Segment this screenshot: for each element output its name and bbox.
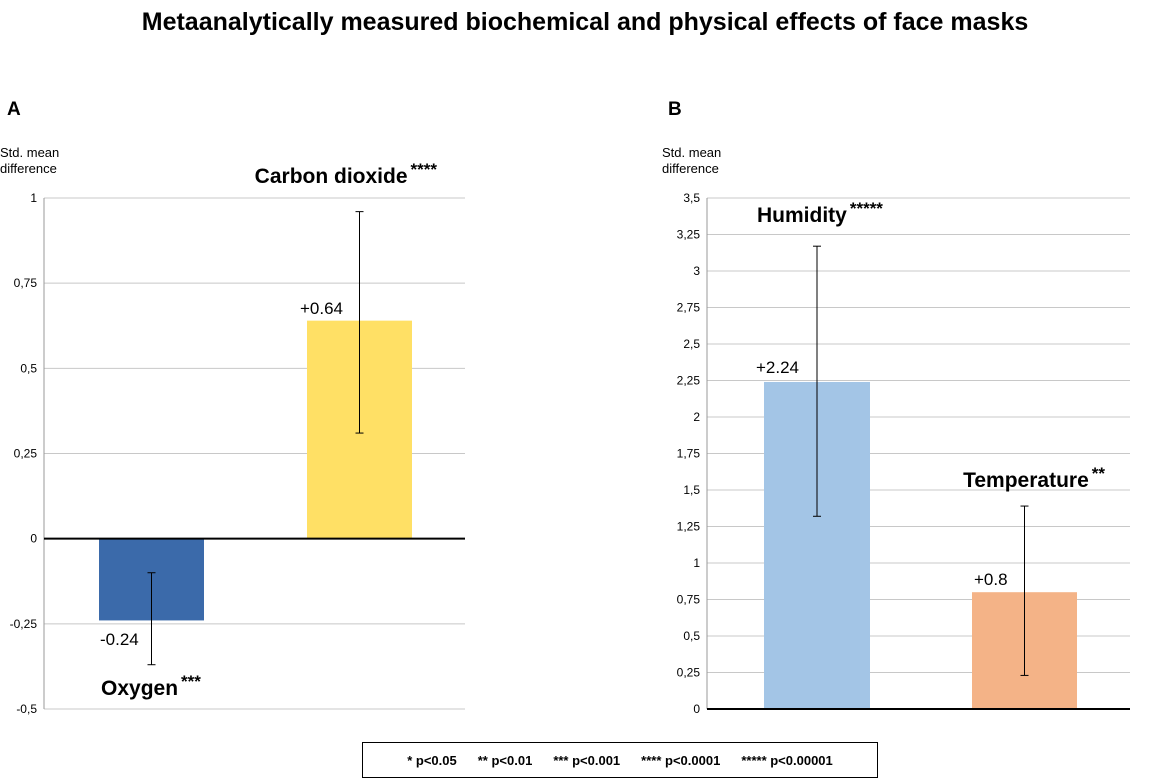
y-tick-label: 2,25 <box>677 374 701 388</box>
y-tick-label: 1 <box>30 191 37 205</box>
data-label: +0.64 <box>300 299 343 318</box>
y-tick-label: 0,75 <box>677 593 701 607</box>
category-name: Oxygen <box>101 677 178 700</box>
y-tick-label: 0,25 <box>677 666 701 680</box>
legend-item-4: **** p<0.0001 <box>641 752 721 768</box>
y-tick-label: 1,75 <box>677 447 701 461</box>
data-label: +2.24 <box>756 358 799 377</box>
y-tick-label: 2,75 <box>677 301 701 315</box>
legend-item-1: * p<0.05 <box>407 752 457 768</box>
y-tick-label: 2,5 <box>683 337 700 351</box>
category-name: Humidity <box>757 204 847 227</box>
y-tick-label: 0 <box>30 532 37 546</box>
category-label-carbon-dioxide: Carbon dioxide **** <box>255 160 438 188</box>
y-tick-label: 3,5 <box>683 191 700 205</box>
significance-stars: **** <box>411 160 438 179</box>
y-tick-label: 0,25 <box>14 447 38 461</box>
legend-item-3: *** p<0.001 <box>553 752 621 768</box>
y-axis-title-line: difference <box>662 161 719 176</box>
y-tick-label: 2 <box>693 410 700 424</box>
y-axis-title-line: Std. mean <box>0 145 59 160</box>
y-tick-label: -0,25 <box>10 617 38 631</box>
y-tick-label: 0,75 <box>14 276 38 290</box>
y-tick-label: 0,5 <box>683 629 700 643</box>
y-tick-label: 3,25 <box>677 228 701 242</box>
legend-item-5: ***** p<0.00001 <box>741 752 833 768</box>
significance-stars: ***** <box>850 199 883 218</box>
y-tick-label: 1,25 <box>677 520 701 534</box>
category-name: Temperature <box>963 469 1089 492</box>
y-axis-title-line: difference <box>0 161 57 176</box>
significance-stars: ** <box>1092 464 1106 483</box>
y-tick-label: 0,5 <box>20 361 37 375</box>
y-tick-label: -0,5 <box>16 702 37 716</box>
data-label: +0.8 <box>974 570 1008 589</box>
y-tick-label: 1 <box>693 556 700 570</box>
y-axis-title-line: Std. mean <box>662 145 721 160</box>
category-label-oxygen: Oxygen *** <box>101 672 201 700</box>
panel-label-B: B <box>668 99 682 120</box>
category-label-temperature: Temperature ** <box>963 464 1105 492</box>
y-tick-label: 1,5 <box>683 483 700 497</box>
figure-title: Metaanalytically measured biochemical an… <box>141 8 1029 36</box>
category-label-humidity: Humidity ***** <box>757 199 883 227</box>
legend-item-2: ** p<0.01 <box>477 752 533 768</box>
significance-legend: * p<0.05 ** p<0.01 *** p<0.001 **** p<0.… <box>362 742 878 778</box>
significance-stars: *** <box>181 672 201 691</box>
panel-label-A: A <box>7 99 21 120</box>
data-label: -0.24 <box>100 630 139 649</box>
y-tick-label: 0 <box>693 702 700 716</box>
category-name: Carbon dioxide <box>255 165 408 188</box>
y-tick-label: 3 <box>693 264 700 278</box>
